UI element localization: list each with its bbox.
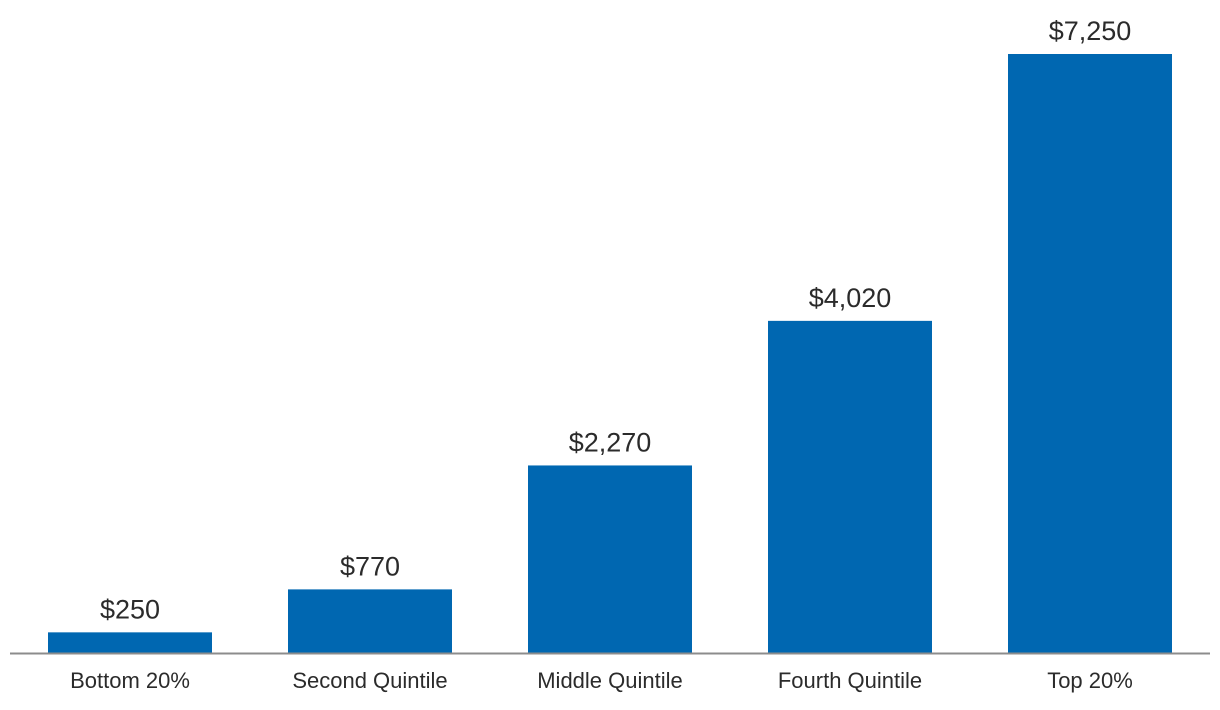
data-label: $7,250 [1049,16,1132,46]
bar-middle-quintile [528,465,692,653]
x-tick-label: Second Quintile [292,668,447,693]
value-labels-group: $250 $770 $2,270 $4,020 $7,250 [100,16,1131,624]
x-tick-label: Fourth Quintile [778,668,922,693]
bar-bottom-20 [48,632,212,653]
data-label: $2,270 [569,427,652,457]
bar-top-20 [1008,54,1172,653]
x-tick-labels-group: Bottom 20% Second Quintile Middle Quintile… [70,668,1133,693]
bar-fourth-quintile [768,320,932,653]
data-label: $250 [100,594,160,624]
x-tick-label: Middle Quintile [537,668,683,693]
bar-second-quintile [288,589,452,653]
bars-group [48,54,1172,653]
data-label: $770 [340,551,400,581]
x-tick-label: Top 20% [1047,668,1133,693]
x-tick-label: Bottom 20% [70,668,190,693]
data-label: $4,020 [809,283,892,313]
